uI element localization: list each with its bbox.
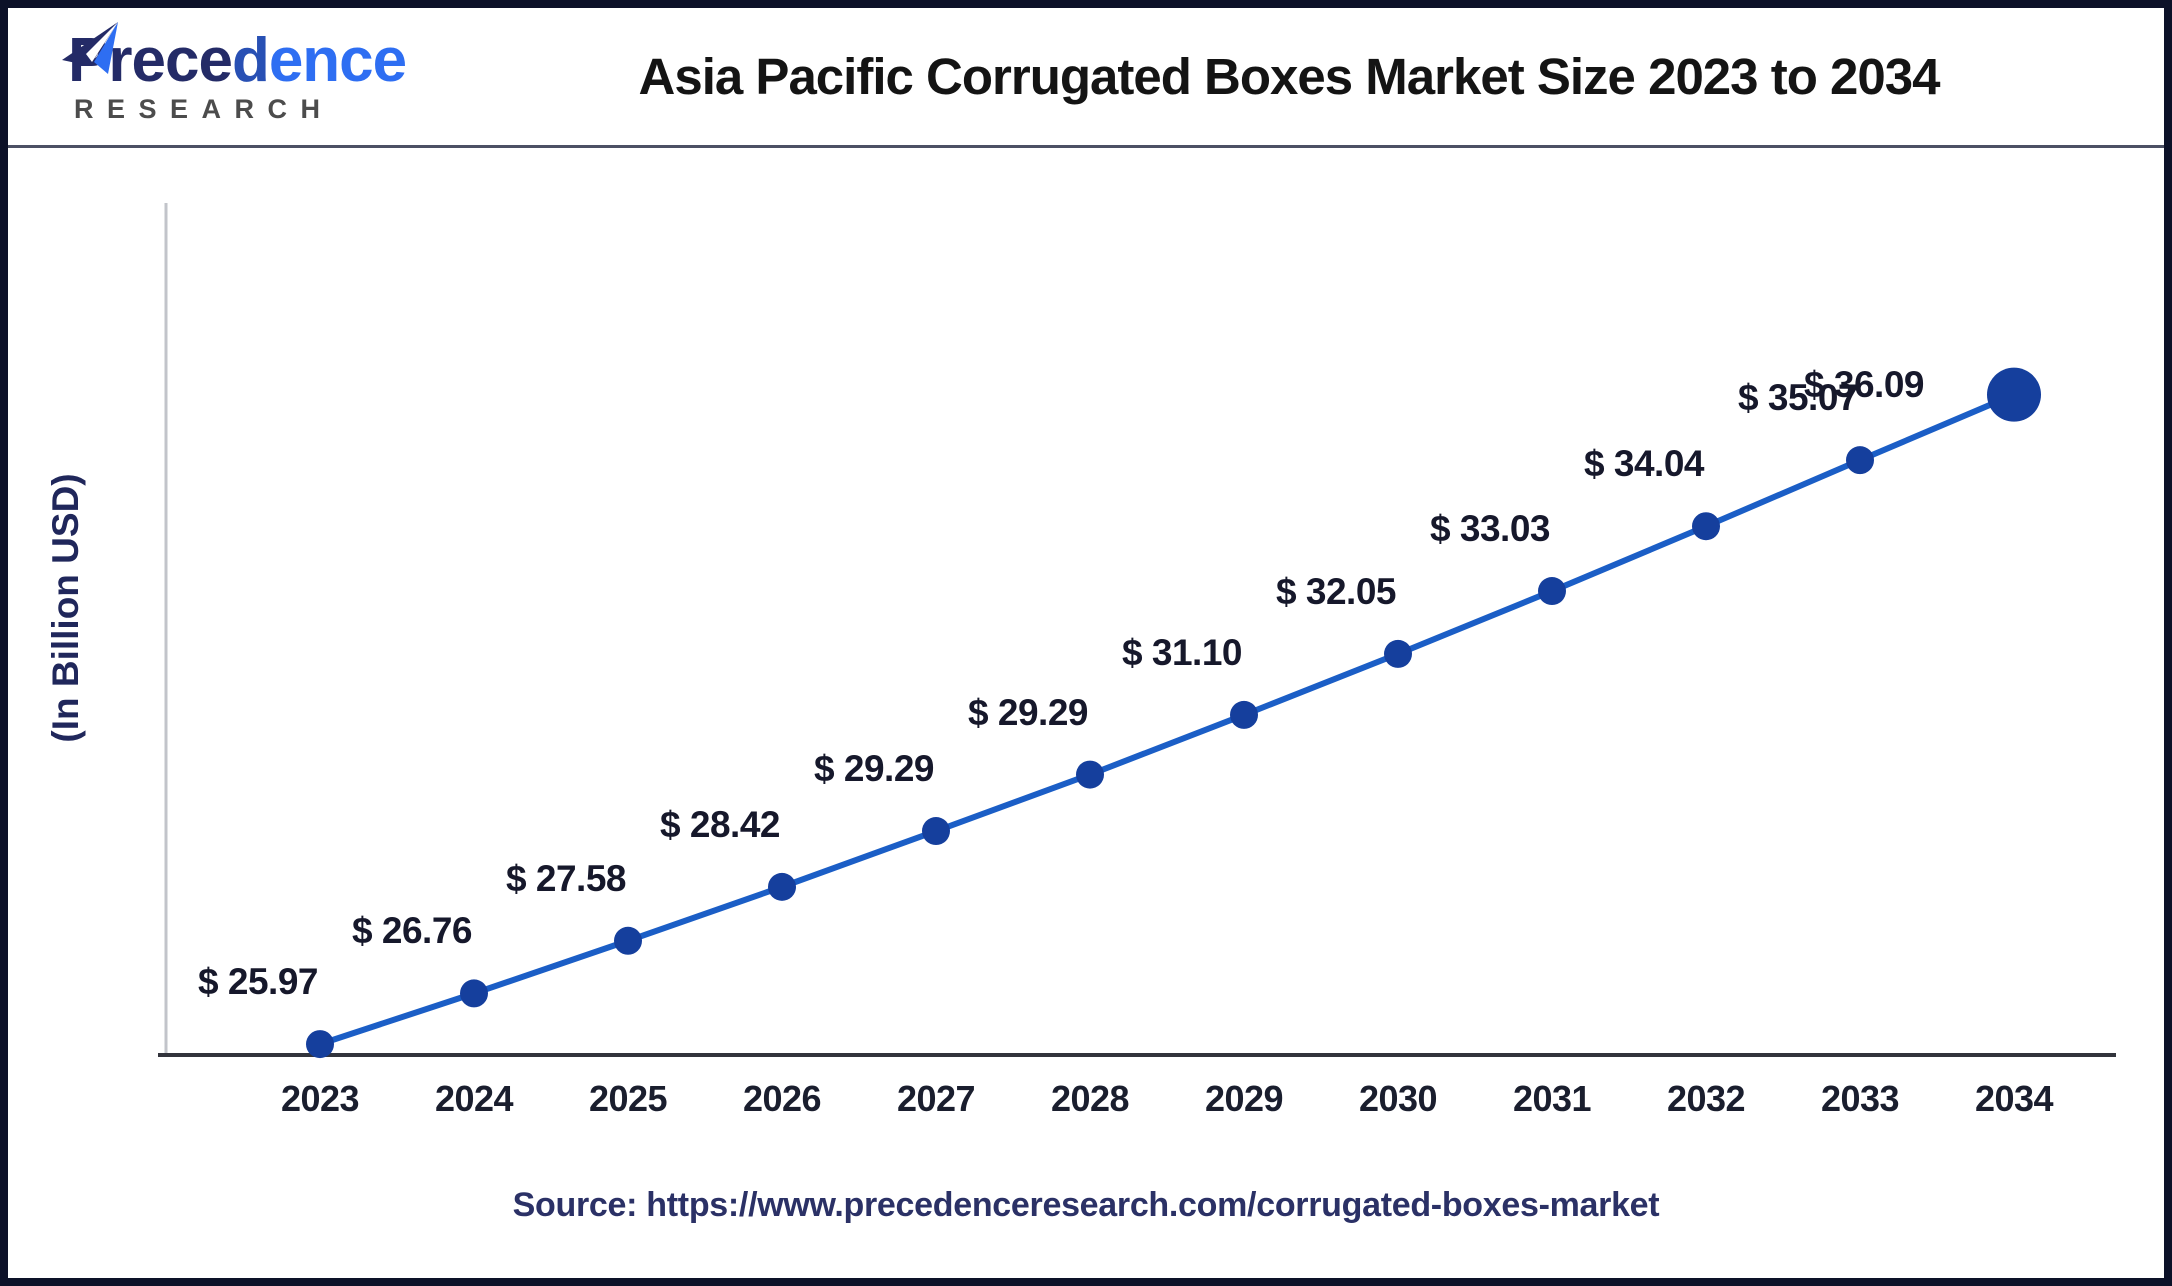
data-point-2026 — [768, 872, 796, 901]
data-point-2030 — [1384, 639, 1412, 668]
chart-area: (In Billion USD) $ 25.97 2023 $ 26.76 2024 $… — [8, 148, 2164, 1275]
data-point-2031 — [1538, 577, 1566, 606]
logo-brand-suffix: ence — [268, 26, 407, 95]
line-chart-plot — [158, 203, 2116, 1059]
source-line: Source: https://www.precedenceresearch.c… — [512, 1186, 1660, 1224]
data-point-2033 — [1846, 446, 1874, 475]
data-point-2023 — [306, 1030, 334, 1059]
header: Precedence RESEARCH Asia Pacific Corruga… — [8, 8, 2164, 148]
page-title: Asia Pacific Corrugated Boxes Market Siz… — [638, 48, 1941, 105]
data-point-2025 — [614, 926, 642, 955]
data-point-2028 — [1076, 760, 1104, 789]
data-point-2024 — [460, 979, 488, 1008]
market-size-line — [317, 391, 2017, 1048]
logo-subtitle: RESEARCH — [74, 94, 334, 124]
data-point-2034 — [1987, 367, 2041, 422]
paper-plane-icon — [62, 22, 118, 74]
data-point-2029 — [1230, 700, 1258, 729]
logo-brand-mid: d — [231, 26, 270, 95]
precedence-research-logo: Precedence RESEARCH — [54, 22, 454, 124]
data-point-2027 — [922, 817, 950, 846]
data-point-2032 — [1692, 512, 1720, 541]
